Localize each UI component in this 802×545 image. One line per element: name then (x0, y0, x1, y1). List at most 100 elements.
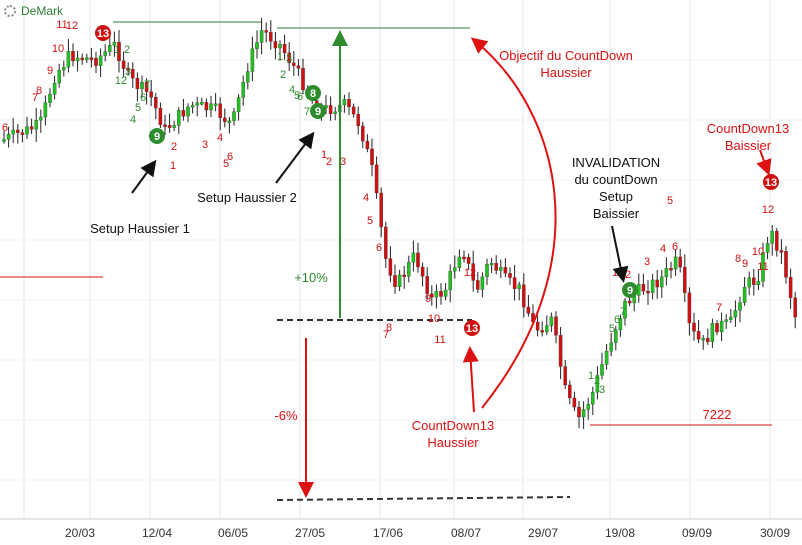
setup-count-badge: 13 (95, 25, 111, 41)
candle (545, 315, 549, 336)
candle (591, 386, 595, 416)
arrow-countdown-baissier (756, 149, 772, 176)
candle (724, 314, 728, 329)
candle (416, 242, 420, 273)
price-level-label: 7222 (703, 407, 732, 422)
annotation-countdown-baissier: CountDown13 (707, 121, 789, 136)
candle (227, 116, 232, 134)
candle (43, 95, 48, 126)
candle (62, 60, 66, 77)
setup-count-label: 13 (466, 323, 478, 335)
candle (673, 249, 678, 276)
x-tick-label: 06/05 (218, 526, 248, 540)
annotation-minus6: -6% (274, 408, 298, 423)
setup-count-label: 13 (97, 28, 109, 40)
candle (80, 53, 84, 65)
candle (471, 250, 475, 292)
candle (595, 366, 600, 400)
candle (34, 107, 38, 142)
setup-count-label: 4 (289, 84, 295, 96)
candle (779, 239, 784, 264)
candle (503, 258, 508, 278)
annotation-arrows (131, 30, 772, 498)
candle (420, 262, 425, 287)
candle (457, 249, 462, 272)
setup-count-label: 9 (47, 65, 53, 77)
setup-count-badge: 9 (310, 103, 326, 119)
annotation-countdown-haussier: CountDown13 (412, 418, 494, 433)
candle (200, 97, 204, 106)
candle (577, 400, 581, 429)
candle (407, 255, 411, 283)
candle (57, 63, 61, 88)
x-tick-label: 30/09 (760, 526, 790, 540)
setup-count-label: 6 (297, 91, 303, 103)
candle (296, 59, 301, 76)
gear-icon[interactable] (4, 5, 16, 17)
annotation-invalidation: Setup (599, 189, 633, 204)
candle (273, 32, 278, 60)
setup-count-badge: 13 (763, 174, 779, 190)
candle (11, 118, 15, 144)
annotation-invalidation: du countDown (574, 172, 657, 187)
setup-count-label: 1 (612, 267, 618, 279)
candle (89, 47, 94, 68)
setup-count-label: 5 (135, 102, 141, 114)
candle (715, 320, 719, 336)
x-axis: 20/03 12/04 06/05 27/05 17/06 08/07 29/07 19/08… (0, 518, 802, 540)
setup-count-label: 9 (154, 131, 160, 143)
candle (430, 285, 434, 306)
candle (149, 79, 153, 107)
candle (784, 246, 788, 284)
candle (103, 44, 107, 62)
x-tick-label: 19/08 (605, 526, 635, 540)
reference-lines (0, 21, 772, 501)
setup-count-label: 10 (428, 313, 440, 325)
setup-count-label: 6 (140, 92, 146, 104)
candle (135, 72, 140, 102)
candle (48, 88, 52, 108)
candle (52, 75, 57, 100)
candle (172, 120, 176, 132)
setup-count-label: 4 (217, 132, 223, 144)
setup-count-label: 5 (667, 195, 673, 207)
setup-count-label: 7 (716, 302, 722, 314)
candle (255, 30, 259, 59)
candle (117, 29, 121, 73)
setup-count-label: 6 (376, 242, 382, 254)
candle (108, 34, 112, 56)
candle (476, 272, 480, 294)
candle (669, 261, 673, 279)
candle (370, 138, 374, 177)
setup-count-label: 9 (425, 293, 431, 305)
bottom-dashed-line (276, 496, 571, 501)
setup-count-label: 10 (52, 43, 64, 55)
candle (25, 116, 29, 139)
candle (112, 31, 117, 57)
x-tick-label: 12/04 (142, 526, 172, 540)
candle (609, 332, 613, 357)
candle (388, 246, 393, 283)
candle (434, 284, 439, 309)
candle (264, 22, 268, 43)
annotation-invalidation: INVALIDATION (572, 155, 660, 170)
setup-count-label: 7 (620, 306, 626, 318)
candle (94, 51, 98, 74)
candle (664, 257, 669, 286)
x-tick-label: 20/03 (65, 526, 95, 540)
setup-count-label: 6 (2, 122, 8, 134)
setup-count-badge: 13 (464, 320, 480, 336)
candle (614, 325, 618, 351)
candle (85, 53, 89, 64)
candle (701, 335, 705, 350)
candle (586, 397, 590, 420)
annotation-invalidation: Baissier (593, 206, 640, 221)
candle (278, 40, 282, 61)
candle (292, 51, 296, 76)
setup-count-label: 8 (386, 322, 392, 334)
candle (729, 309, 733, 323)
candle (287, 42, 291, 71)
candle (692, 312, 696, 341)
